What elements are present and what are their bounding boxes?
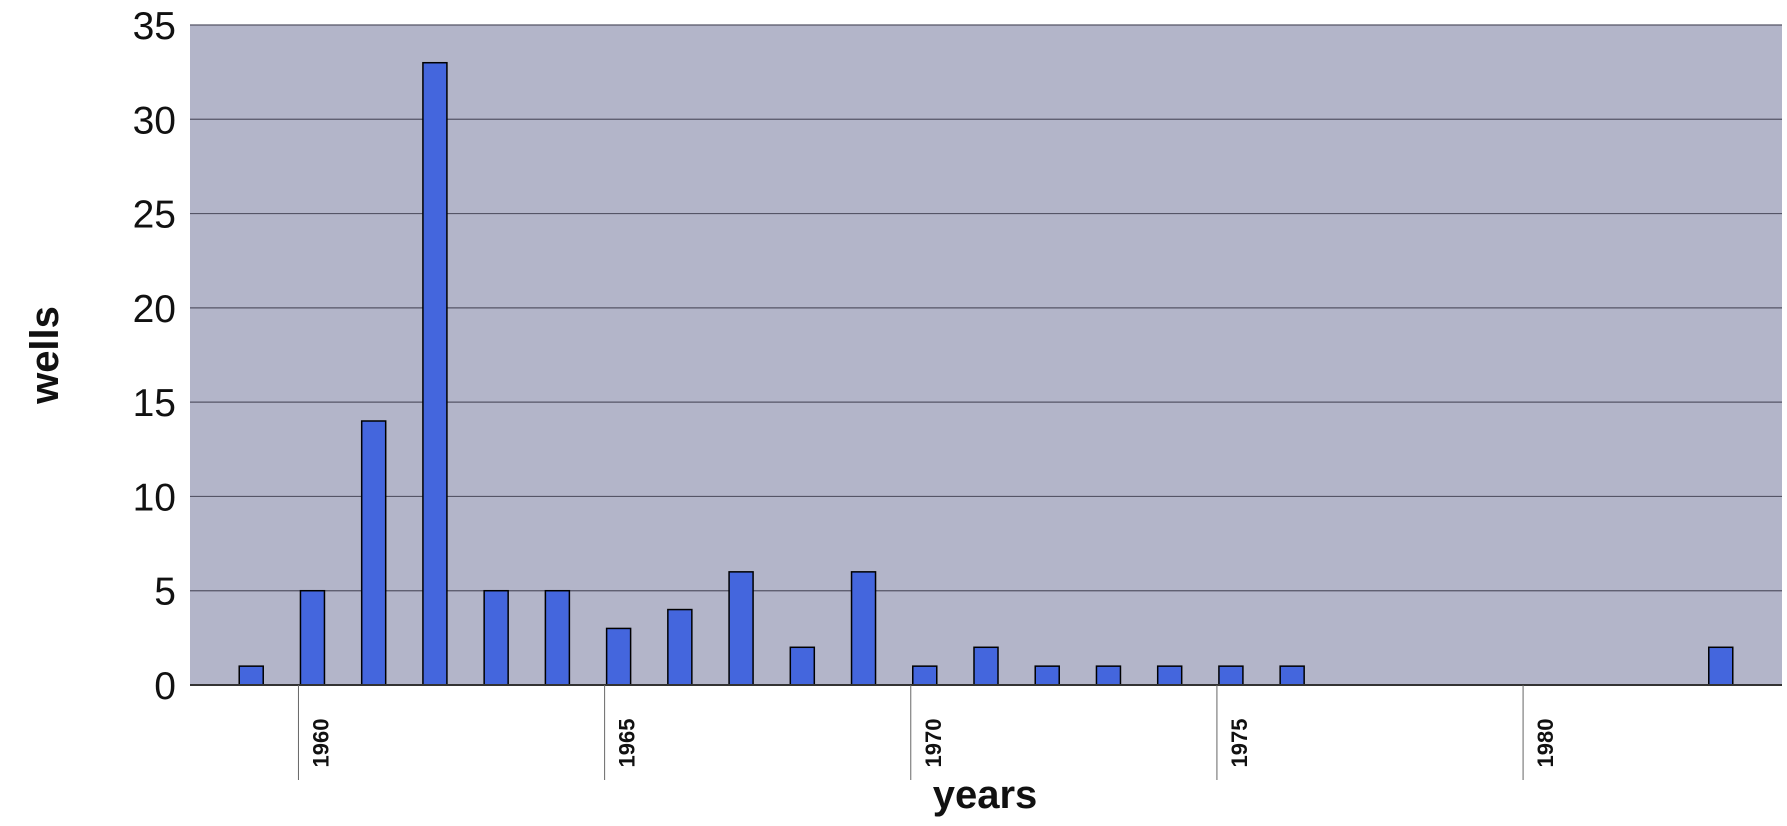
x-tick-label: 1960 (308, 719, 333, 768)
x-axis-title: years (933, 773, 1038, 817)
bar (1095, 665, 1122, 686)
plot-area (190, 25, 1782, 685)
bar (422, 61, 448, 686)
y-tick-label: 5 (154, 571, 176, 614)
x-tick-label: 1970 (921, 719, 946, 768)
y-tick-label: 35 (133, 5, 176, 48)
bar (483, 589, 509, 686)
bar (1156, 665, 1183, 686)
y-tick-label: 10 (133, 476, 176, 519)
gridlines (190, 24, 1782, 592)
bar (789, 646, 816, 686)
y-tick-label: 30 (133, 99, 176, 142)
bar (850, 571, 877, 686)
x-tick-label: 1980 (1533, 719, 1558, 768)
y-tick-label: 25 (133, 194, 176, 237)
y-axis-title: wells (23, 306, 67, 405)
x-tick-label: 1975 (1227, 719, 1252, 768)
x-tick-label: 1965 (615, 719, 640, 768)
y-tick-label: 20 (133, 288, 176, 331)
bar (912, 665, 938, 686)
bar (1218, 665, 1244, 686)
x-tick-labels: 1960 1965 1970 1975 1980 (297, 685, 1558, 780)
y-tick-labels: 0 5 10 15 20 25 30 35 (133, 5, 176, 708)
bar (238, 665, 264, 686)
bar (973, 646, 999, 686)
bar (667, 608, 693, 686)
bar (728, 571, 754, 686)
bar (1708, 646, 1734, 686)
bar (360, 420, 387, 686)
bar (1034, 665, 1060, 686)
y-tick-label: 0 (154, 665, 176, 708)
bars (238, 61, 1734, 686)
y-tick-label: 15 (133, 382, 176, 425)
bar (544, 589, 571, 686)
bar (605, 627, 632, 686)
bar (299, 589, 326, 686)
bar (1279, 665, 1305, 686)
